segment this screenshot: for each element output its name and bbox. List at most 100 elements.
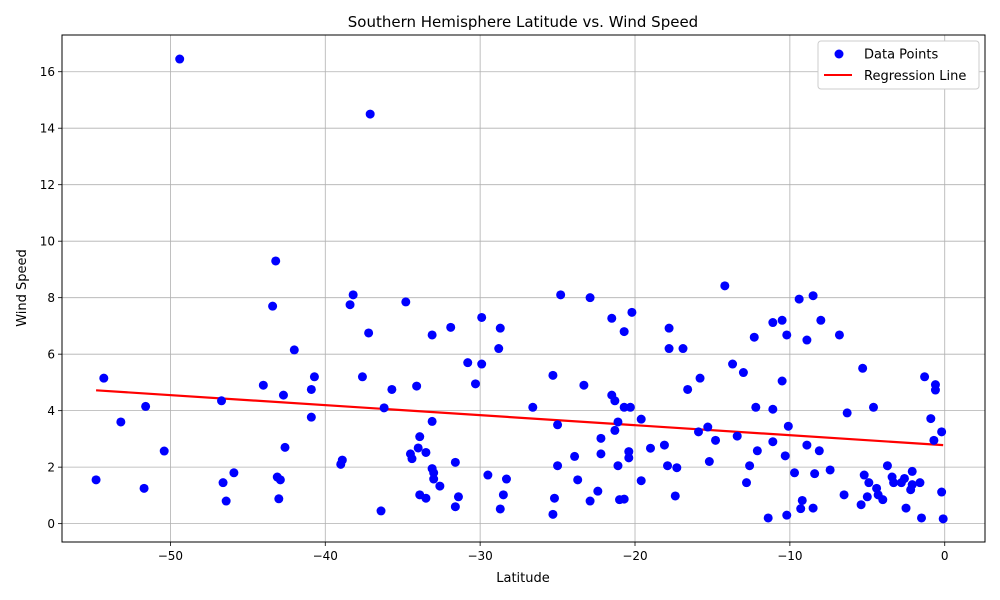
data-point [920, 372, 930, 382]
data-point [777, 315, 787, 325]
data-point [624, 453, 634, 463]
data-point [636, 414, 646, 424]
y-tick-label: 0 [47, 517, 55, 531]
y-axis-label: Wind Speed [15, 249, 30, 327]
legend-label-regression-line: Regression Line [864, 69, 966, 84]
data-point [289, 345, 299, 355]
data-point [864, 478, 874, 488]
y-tick-label: 10 [40, 235, 55, 249]
data-point [732, 431, 742, 441]
data-point [636, 476, 646, 486]
data-point [501, 474, 511, 484]
data-point [619, 494, 629, 504]
x-tick-label: −50 [158, 549, 183, 563]
data-point [453, 492, 463, 502]
data-point [742, 478, 752, 488]
data-point [790, 468, 800, 478]
legend-marker-data-points [834, 49, 844, 59]
data-point [926, 414, 936, 424]
data-point [782, 330, 792, 340]
data-point [570, 451, 580, 461]
data-point [116, 417, 126, 427]
data-point [816, 315, 826, 325]
data-point [387, 384, 397, 394]
data-point [548, 509, 558, 519]
data-point [548, 370, 558, 380]
data-point [899, 473, 909, 483]
data-point [528, 402, 538, 412]
y-tick-label: 2 [47, 461, 55, 475]
data-point [483, 470, 493, 480]
data-point [745, 461, 755, 471]
data-point [415, 432, 425, 442]
data-point [348, 290, 358, 300]
data-point [796, 504, 806, 514]
data-point [494, 344, 504, 354]
data-point [593, 486, 603, 496]
data-point [703, 422, 713, 432]
data-point [664, 344, 674, 354]
y-tick-label: 4 [47, 404, 55, 418]
data-point [938, 514, 948, 524]
data-point [159, 446, 169, 456]
data-point [450, 457, 460, 467]
x-tick-label: −30 [467, 549, 492, 563]
data-point [412, 381, 422, 391]
data-point [802, 335, 812, 345]
data-point [495, 323, 505, 333]
data-point [720, 281, 730, 291]
data-point [613, 417, 623, 427]
data-point [258, 380, 268, 390]
data-point [808, 503, 818, 513]
data-point [768, 318, 778, 328]
x-tick-label: −40 [313, 549, 338, 563]
data-point [280, 442, 290, 452]
data-point [229, 468, 239, 478]
data-point [763, 513, 773, 523]
data-point [585, 293, 595, 303]
data-point [498, 490, 508, 500]
data-point [659, 440, 669, 450]
data-point [553, 420, 563, 430]
y-tick-label: 6 [47, 348, 55, 362]
data-point [376, 506, 386, 516]
data-point [556, 290, 566, 300]
data-point [937, 427, 947, 437]
data-point [670, 491, 680, 501]
y-tick-label: 16 [40, 65, 55, 79]
data-point [357, 372, 367, 382]
data-point [596, 449, 606, 459]
x-tick-label: −20 [622, 549, 647, 563]
data-point [752, 446, 762, 456]
data-point [141, 401, 151, 411]
data-point [619, 402, 629, 412]
y-tick-label: 8 [47, 291, 55, 305]
data-point [930, 385, 940, 395]
data-point [470, 379, 480, 389]
data-point [783, 421, 793, 431]
data-point [839, 490, 849, 500]
data-point [802, 440, 812, 450]
data-point [379, 403, 389, 413]
data-point [915, 478, 925, 488]
data-point [401, 297, 411, 307]
data-point [782, 510, 792, 520]
data-point [780, 451, 790, 461]
data-point [427, 330, 437, 340]
data-point [364, 328, 374, 338]
data-point [842, 408, 852, 418]
y-axis-ticks: 0 2 4 6 8 10 12 14 16 [40, 65, 62, 531]
data-point [768, 437, 778, 447]
x-axis-ticks: −50 −40 −30 −20 −10 0 [158, 542, 949, 563]
data-point [810, 469, 820, 479]
data-point [495, 504, 505, 514]
data-point [407, 454, 417, 464]
data-point [627, 307, 637, 317]
data-point [421, 493, 431, 503]
data-point [175, 54, 185, 64]
data-point [271, 256, 281, 266]
data-point [825, 465, 835, 475]
data-point [139, 483, 149, 493]
data-point [549, 493, 559, 503]
data-point [91, 475, 101, 485]
